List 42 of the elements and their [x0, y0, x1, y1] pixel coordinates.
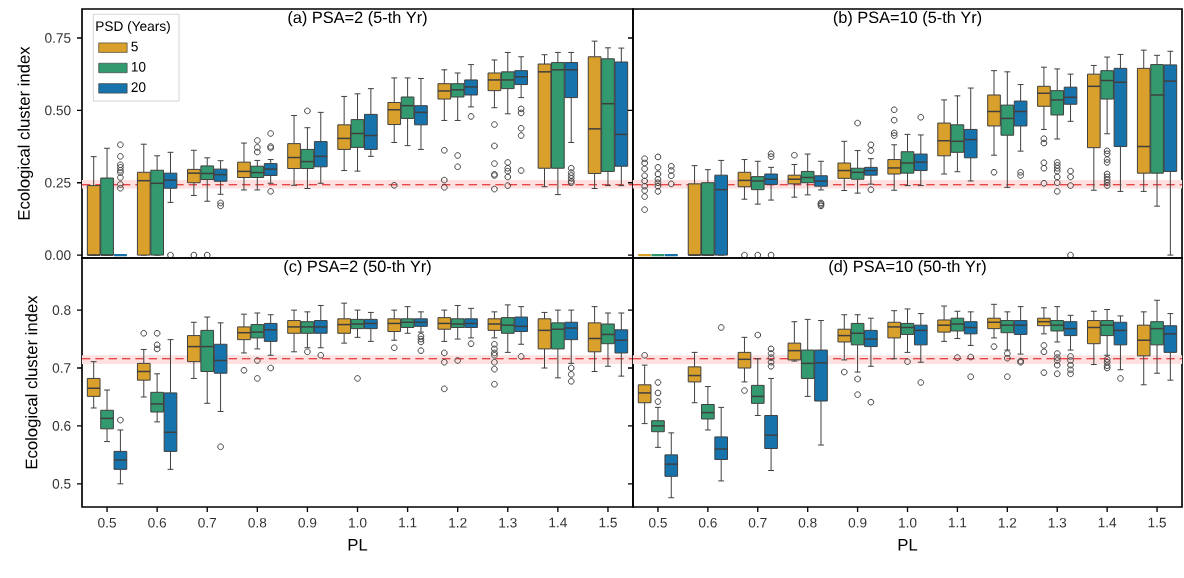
- x-tick-label: 1.4: [549, 517, 567, 528]
- y-tick-label: 0.00: [45, 250, 71, 260]
- y-tick-label: 0.75: [45, 33, 71, 43]
- legend-title: PSD (Years): [96, 20, 170, 34]
- x-tick-label: 0.7: [748, 517, 767, 528]
- x-axis-title: PL: [898, 538, 918, 551]
- x-tick-label: 0.8: [248, 517, 267, 528]
- chart-title: (d) PSA=10 (50-th Yr): [829, 260, 986, 276]
- x-tick-label: 0.8: [798, 517, 817, 528]
- chart-title: (c) PSA=2 (50-th Yr): [284, 260, 431, 276]
- y-tick-label: 0.5: [52, 478, 71, 489]
- x-tick-label: 1.3: [499, 517, 517, 528]
- legend-label: 20: [131, 82, 146, 93]
- x-tick-label: 1.4: [1098, 517, 1117, 528]
- y-tick-label: 0.6: [52, 421, 71, 431]
- x-tick-label: 1.3: [1048, 517, 1067, 528]
- y-tick-label: 0.25: [45, 177, 71, 188]
- y-tick-label: 0.7: [52, 363, 71, 373]
- x-tick-label: 0.9: [848, 517, 867, 528]
- x-tick-label: 0.5: [648, 517, 667, 528]
- x-tick-label: 0.5: [98, 517, 116, 528]
- legend-label: 10: [131, 61, 146, 72]
- y-tick-label: 0.8: [52, 305, 71, 315]
- y-axis-title: Ecological cluster index: [25, 295, 41, 469]
- x-tick-label: 1.0: [899, 517, 917, 528]
- x-tick-label: 0.6: [148, 517, 167, 528]
- x-tick-label: 0.7: [198, 517, 217, 528]
- x-tick-label: 1.5: [1148, 517, 1166, 528]
- x-axis-title: PL: [348, 538, 368, 551]
- x-tick-label: 1.5: [599, 517, 617, 528]
- x-tick-label: 0.9: [298, 517, 317, 528]
- y-axis-title: Ecological cluster index: [17, 46, 34, 220]
- legend-label: 5: [131, 41, 138, 52]
- x-tick-label: 1.1: [948, 517, 967, 528]
- chart-title: (b) PSA=10 (5-th Yr): [833, 11, 982, 27]
- x-tick-label: 0.6: [698, 517, 717, 528]
- x-tick-label: 1.0: [349, 517, 367, 528]
- x-tick-label: 1.2: [998, 517, 1017, 528]
- chart-title: (a) PSA=2 (5-th Yr): [288, 11, 427, 27]
- x-tick-label: 1.1: [399, 517, 417, 528]
- y-tick-label: 0.50: [45, 105, 71, 116]
- x-tick-label: 1.2: [449, 517, 467, 528]
